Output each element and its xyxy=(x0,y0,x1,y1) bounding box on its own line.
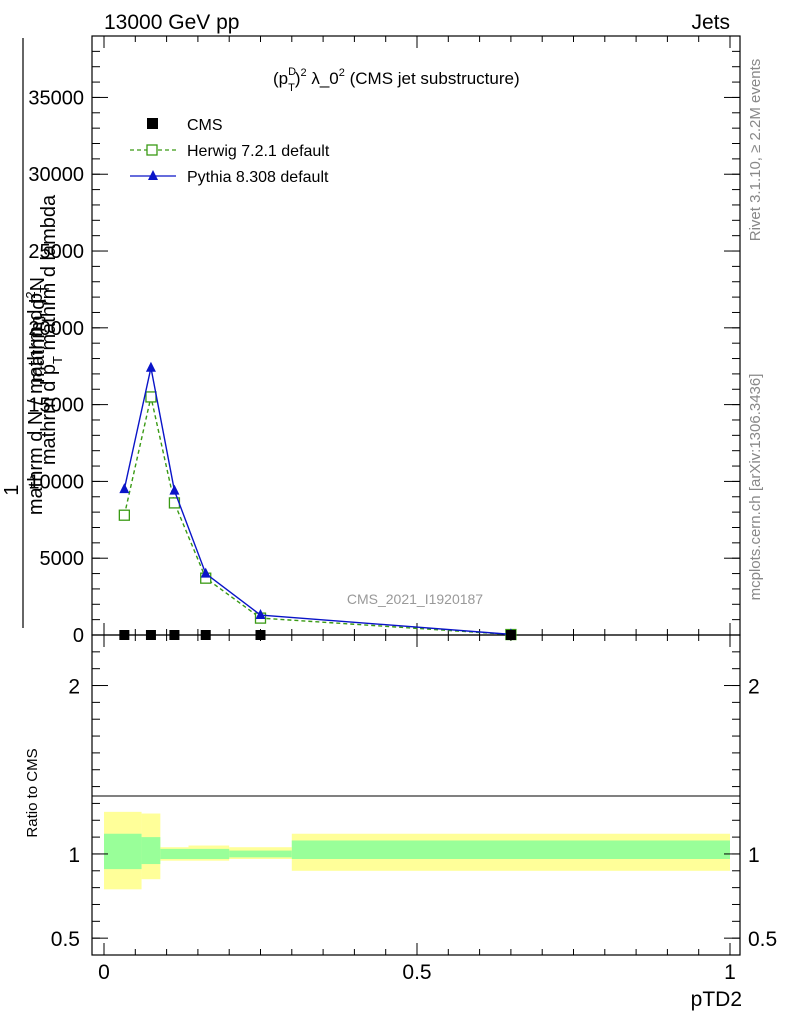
header-energy-label: 13000 GeV pp xyxy=(104,11,239,34)
ratio-band-green xyxy=(160,848,189,859)
header-jets-label: Jets xyxy=(691,11,730,34)
title-sup-2a: 2 xyxy=(300,67,306,79)
ratio-band-green xyxy=(291,840,730,859)
main-ylabel: mathrm d2N xyxy=(23,277,49,383)
ratio-band-green xyxy=(141,837,161,865)
ratio-y-tick-label-right: 2 xyxy=(748,676,760,699)
series-line-1 xyxy=(123,396,511,636)
ratio-y-tick-label: 2 xyxy=(68,676,80,699)
ylabel-norm-den: mathrm d N / mathrm d pT xyxy=(25,285,52,515)
ylabel-denominator: mathrm d pT mathrm d lambda xyxy=(38,194,65,465)
legend-herwig-marker xyxy=(146,144,158,156)
legend-pythia-marker xyxy=(148,170,158,180)
herwig-data-point xyxy=(118,509,130,521)
cms-data-point xyxy=(169,630,180,640)
ratio-y-tick-label-right: 0.5 xyxy=(748,928,777,951)
legend-cms-label: CMS xyxy=(187,117,223,134)
pythia-data-point xyxy=(169,484,180,495)
cms-data-point xyxy=(255,630,266,640)
main-ylabel-prefactor: 1 xyxy=(1,484,23,495)
ratio-y-tick-label-right: 1 xyxy=(748,844,760,867)
title-close: ) xyxy=(295,69,301,88)
ratio-y-tick-label: 0.5 xyxy=(51,928,80,951)
pythia-data-point xyxy=(200,567,211,578)
title-sup-2b: 2 xyxy=(339,67,345,79)
y-tick-label: 5000 xyxy=(40,548,85,570)
title-tail: (CMS jet substructure) xyxy=(345,69,520,88)
main-ylabel-norm: mathrm d N / mathrm d pT xyxy=(25,285,52,515)
ratio-ylabel: Ratio to CMS xyxy=(24,748,41,837)
axis-tick-labels: 0 0.5 1 0 5000 10000 15000 20000 25000 30000 35000… xyxy=(28,87,777,984)
y-tick-label: 25000 xyxy=(28,241,84,263)
mcplots-label: mcplots.cern.ch [arXiv:1306.3436] xyxy=(747,374,764,601)
title-sup-D: D xyxy=(288,66,296,78)
ylabel-numerator: mathrm d2N xyxy=(23,277,49,383)
x-tick-label: 1 xyxy=(724,961,736,984)
y-tick-label: 30000 xyxy=(28,164,84,186)
cms-data-point xyxy=(145,630,156,640)
cms-data-point xyxy=(505,630,516,640)
legend-herwig-label: Herwig 7.2.1 default xyxy=(187,143,330,160)
y-tick-label: 15000 xyxy=(28,395,84,417)
ratio-band-green xyxy=(104,833,142,870)
x-axis-label: pTD2 xyxy=(691,988,742,1011)
y-tick-label: 20000 xyxy=(28,318,84,340)
legend: CMS Herwig 7.2.1 default Pythia 8.308 de… xyxy=(130,117,330,186)
series-layer xyxy=(118,361,517,641)
y-tick-label: 0 xyxy=(73,625,84,647)
pythia-data-point xyxy=(145,361,156,372)
pythia-data-point xyxy=(119,483,130,494)
ratio-band-green xyxy=(229,850,292,858)
y-tick-label: 35000 xyxy=(28,87,84,109)
rivet-version-label: Rivet 3.1.10, ≥ 2.2M events xyxy=(747,59,764,242)
main-ylabel-denominator: mathrm d pT mathrm d lambda xyxy=(38,194,65,465)
legend-pythia-label: Pythia 8.308 default xyxy=(187,169,329,186)
plot-title: (pD T)2 λ_02 (CMS jet substructure) xyxy=(273,66,520,94)
ylabel-one: 1 xyxy=(1,484,23,495)
title-sub-T: T xyxy=(288,82,295,94)
x-tick-label: 0 xyxy=(98,961,110,984)
ratio-y-tick-label: 1 xyxy=(68,844,80,867)
herwig-data-point xyxy=(145,391,157,403)
x-tick-label: 0.5 xyxy=(402,961,431,984)
legend-cms-marker xyxy=(147,118,158,129)
ratio-bands xyxy=(104,811,730,890)
title-part-p: (p xyxy=(273,69,288,88)
cms-data-point xyxy=(200,630,211,640)
cms-data-point xyxy=(119,630,130,640)
title-mid: λ_0 xyxy=(307,69,339,88)
series-line-2 xyxy=(123,367,511,636)
axis-ticks xyxy=(92,35,740,955)
ratio-plot-frame xyxy=(91,634,741,956)
pythia-data-point xyxy=(255,609,266,620)
y-tick-label: 10000 xyxy=(28,471,84,493)
analysis-watermark: CMS_2021_I1920187 xyxy=(347,591,483,607)
ratio-band-green xyxy=(188,848,230,859)
